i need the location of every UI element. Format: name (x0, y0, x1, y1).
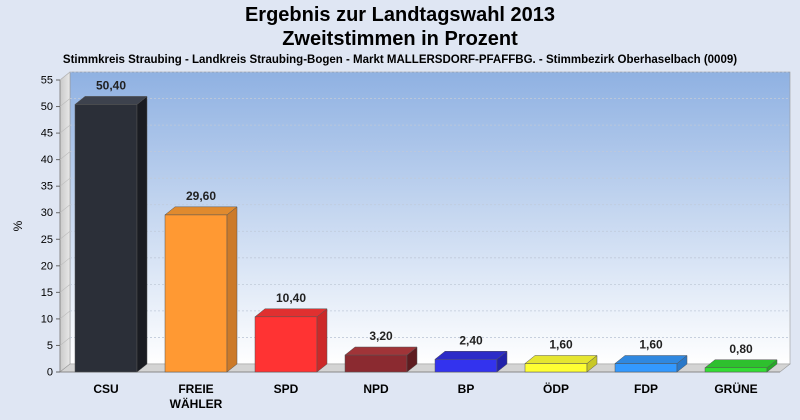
bar (614, 354, 688, 373)
gridline-side (59, 98, 71, 107)
bar-front (524, 363, 588, 373)
bar (524, 354, 598, 373)
data-label: 0,80 (729, 342, 753, 356)
gridline-side (59, 124, 71, 134)
bar-front (614, 363, 678, 373)
data-label: 2,40 (459, 333, 483, 347)
y-tick-label: 25 (41, 234, 53, 246)
x-tick-label: SPD (274, 382, 299, 396)
bar-front (74, 104, 138, 373)
data-label: 3,20 (369, 329, 393, 343)
bar-side (136, 95, 148, 373)
data-label: 10,40 (276, 291, 306, 305)
y-tick-label: 10 (41, 313, 53, 325)
bar-top (74, 96, 148, 105)
gridline-side (59, 284, 71, 293)
bar-top (524, 355, 598, 364)
gridline-side (59, 177, 71, 187)
y-tick-label: 20 (41, 260, 53, 272)
bar (704, 359, 778, 373)
y-tick-label: 40 (41, 154, 53, 166)
bar-side (226, 206, 238, 373)
y-tick-label: 35 (41, 181, 53, 193)
data-label: 1,60 (639, 338, 663, 352)
chart-subtitle: Stimmkreis Straubing - Landkreis Straubi… (62, 54, 738, 66)
bar-top (704, 359, 778, 369)
bar-front (254, 316, 318, 373)
x-tick-label: BP (458, 382, 475, 396)
gridline-side (59, 310, 71, 320)
y-tick-label: 50 (41, 101, 53, 113)
bar-top (344, 346, 418, 356)
gridline-side (59, 231, 71, 240)
bar-top (254, 308, 328, 318)
bar-top (434, 351, 508, 360)
gridline-side (59, 257, 71, 267)
bar (344, 346, 418, 373)
y-axis-label: % (11, 220, 25, 231)
bar-front (704, 367, 768, 373)
bar (434, 350, 508, 373)
bar-front (434, 359, 498, 373)
data-label: 50,40 (96, 78, 126, 92)
gridline-side (59, 71, 71, 81)
chart-title-line-2: Zweitstimmen in Prozent (282, 28, 518, 50)
y-tick-label: 15 (41, 287, 53, 299)
y-tick-label: 55 (41, 75, 53, 87)
bar (254, 308, 328, 373)
x-tick-label: CSU (93, 382, 118, 396)
gridline-side (59, 337, 71, 346)
y-tick-label: 30 (41, 207, 53, 219)
y-tick-label: 5 (47, 340, 53, 352)
bar-top (164, 206, 238, 216)
bar-front (164, 214, 228, 373)
x-tick-label-line-2: WÄHLER (170, 396, 223, 411)
x-tick-label: FREIE (178, 382, 213, 396)
plot-side-wall (59, 71, 71, 373)
data-label: 29,60 (186, 189, 216, 203)
y-tick-label: 45 (41, 128, 53, 140)
bar (164, 206, 238, 373)
y-tick-label: 0 (47, 367, 53, 379)
gridline-side (59, 151, 71, 160)
chart-title: Ergebnis zur Landtagswahl 2013 (244, 4, 556, 26)
bar (74, 95, 148, 373)
data-label: 1,60 (549, 338, 573, 352)
bar-side (316, 308, 328, 373)
gridline-side (59, 204, 71, 213)
x-tick-label: ÖDP (543, 381, 569, 396)
x-tick-label: GRÜNE (714, 381, 757, 396)
x-tick-label: NPD (363, 382, 389, 396)
bar-front (344, 354, 408, 373)
bar-top (614, 355, 688, 364)
x-tick-label: FDP (634, 382, 658, 396)
